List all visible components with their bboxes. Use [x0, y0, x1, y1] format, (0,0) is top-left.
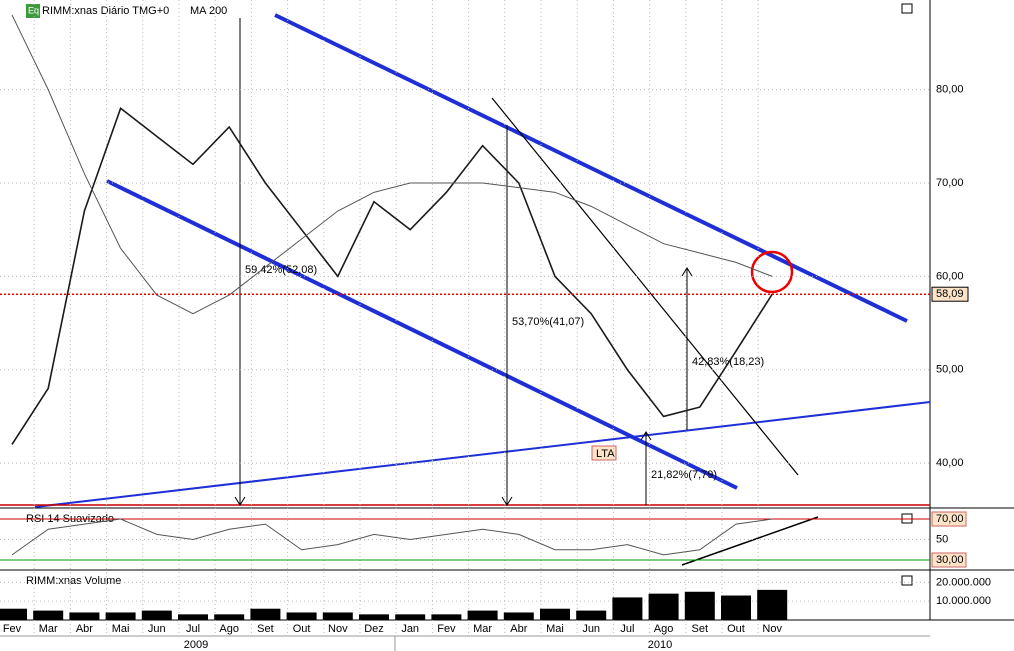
x-tick-label: Set	[692, 623, 709, 635]
trend-line	[274, 13, 908, 323]
x-tick-label: Ago	[654, 623, 674, 635]
arrow-head	[640, 431, 652, 441]
volume-bar	[467, 610, 498, 620]
arrow-head	[234, 496, 246, 506]
y-tick-label: 50,00	[936, 364, 964, 376]
annotation: LTA	[596, 448, 615, 460]
price-tag	[931, 286, 969, 302]
volume-bar	[105, 612, 136, 620]
x-tick-label: Mai	[546, 623, 564, 635]
window-button[interactable]	[901, 575, 913, 586]
trend-line	[34, 401, 931, 508]
indicator: MA 200	[190, 5, 227, 17]
lta-box	[591, 445, 617, 461]
y-tick-label: 60,00	[936, 270, 964, 282]
volume-bar	[178, 614, 208, 620]
x-tick-label: Out	[727, 623, 745, 635]
trend-line	[491, 97, 799, 476]
volume-bar	[503, 612, 534, 620]
volume-bar	[69, 612, 100, 620]
annotation: 21,82%(7,79)	[651, 469, 717, 481]
y-tick-label: 80,00	[936, 84, 964, 96]
volume-bar	[0, 608, 27, 620]
logo-box	[26, 4, 40, 18]
x-tick-label: Jun	[148, 623, 166, 635]
window-button[interactable]	[901, 3, 913, 14]
level-tag	[931, 511, 967, 527]
symbol: RIMM:xnas Diário TMG+0	[42, 5, 169, 17]
x-tick-label: Fev	[3, 623, 22, 635]
volume-bar	[250, 608, 281, 620]
volume-bar	[684, 591, 715, 620]
arrow-head	[501, 496, 513, 506]
volume-bar	[33, 610, 64, 620]
y-tick-label: 10.000.000	[936, 595, 991, 607]
x-tick-label: Mar	[473, 623, 492, 635]
x-tick-label: Mai	[112, 623, 130, 635]
volume-bar	[359, 614, 389, 620]
highlight-circle	[750, 250, 794, 294]
volume-bar	[395, 614, 426, 620]
level-tag	[931, 552, 967, 568]
y-tick-label: 70,00	[936, 177, 964, 189]
volume-bar	[757, 589, 788, 620]
x-tick-label: Dez	[364, 623, 384, 635]
volume-bar	[721, 595, 751, 620]
series-line	[11, 106, 773, 445]
x-tick-label: Ago	[219, 623, 239, 635]
annotation: 59,42%(52,08)	[245, 264, 317, 276]
rsi-trend-line	[681, 516, 819, 566]
logo: Eq	[28, 5, 39, 15]
volume-bar	[540, 608, 570, 620]
volume-title: RIMM:xnas Volume	[26, 575, 121, 587]
volume-bar	[214, 614, 245, 620]
x-tick-label: Fev	[437, 623, 456, 635]
volume-bar	[612, 597, 643, 620]
y-tick-label: 70,00	[936, 513, 964, 525]
x-tick-label: Abr	[76, 623, 93, 635]
x-tick-label: Nov	[328, 623, 348, 635]
y-tick-label: 30,00	[936, 554, 964, 566]
x-tick-label: Jul	[186, 623, 200, 635]
x-tick-label: Mar	[39, 623, 58, 635]
y-tick-label: 20.000.000	[936, 576, 991, 588]
year-label: 2010	[648, 639, 672, 651]
y-tick-label: 50	[936, 533, 948, 545]
x-tick-label: Jul	[620, 623, 634, 635]
series-line	[11, 518, 773, 556]
year-label: 2009	[184, 639, 208, 651]
x-tick-label: Nov	[762, 623, 782, 635]
price-tag-label: 58,09	[936, 288, 964, 300]
series-line	[11, 14, 773, 315]
volume-bar	[648, 593, 679, 620]
x-tick-label: Out	[293, 623, 311, 635]
x-tick-label: Set	[257, 623, 274, 635]
window-button[interactable]	[901, 513, 913, 524]
volume-bar	[431, 614, 462, 620]
volume-bar	[322, 612, 353, 620]
x-tick-label: Jun	[582, 623, 600, 635]
drawings	[0, 3, 931, 586]
y-tick-label: 40,00	[936, 457, 964, 469]
x-tick-label: Jan	[401, 623, 419, 635]
volume-bar	[286, 612, 317, 620]
annotation: 53,70%(41,07)	[512, 316, 584, 328]
volume-bar	[576, 610, 607, 620]
volume-bar	[141, 610, 172, 620]
arrow-head	[681, 267, 693, 277]
x-tick-label: Abr	[510, 623, 527, 635]
